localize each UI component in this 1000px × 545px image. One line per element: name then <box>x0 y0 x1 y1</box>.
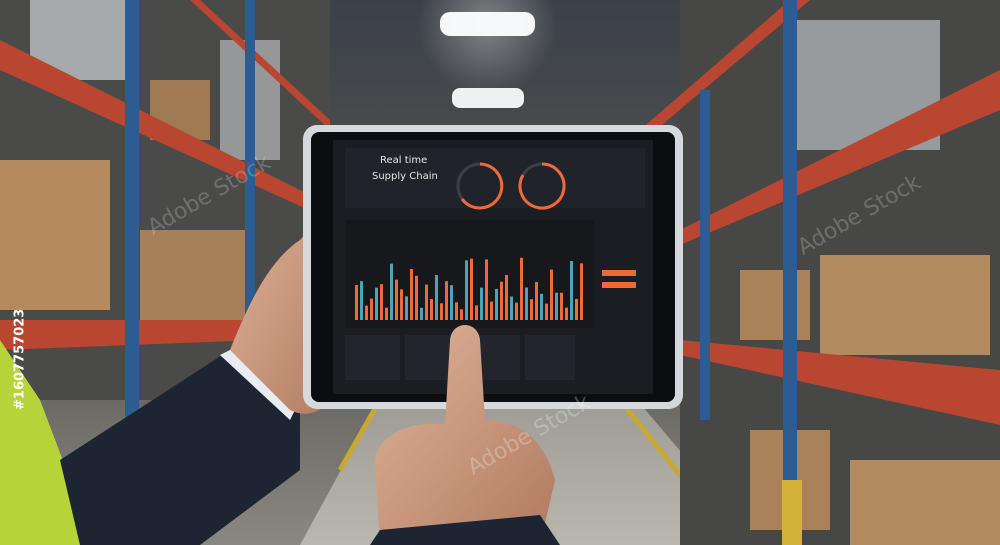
chart-bar-decor <box>500 281 503 320</box>
chart-bar-decor <box>395 279 398 320</box>
chart-bar-decor <box>355 285 358 320</box>
chart-bar-decor <box>520 257 523 320</box>
chart-bar-decor <box>545 303 548 320</box>
right-shelving <box>640 0 1000 545</box>
chart-bar-decor <box>565 307 568 320</box>
kpi-tile <box>525 335 575 380</box>
floor-line <box>337 398 383 472</box>
chart-bar-decor <box>495 288 498 320</box>
legend-swatch <box>602 270 636 276</box>
light-glow <box>417 0 557 94</box>
chart-bar-decor <box>485 259 488 320</box>
sleeve <box>370 515 560 545</box>
chart-bar-decor <box>535 281 538 320</box>
chart-bar-decor <box>530 299 533 320</box>
chart-bar-decor <box>525 287 528 320</box>
chart-bar-decor <box>470 258 473 320</box>
dashboard-title: Real time <box>380 155 427 166</box>
chart-bar-decor <box>460 309 463 320</box>
gauge-arc <box>460 162 504 210</box>
chart-bar-decor <box>435 275 438 320</box>
chart-bar-decor <box>575 298 578 320</box>
ceiling-light <box>452 88 524 108</box>
chart-bar-decor <box>510 296 513 320</box>
right-hand <box>375 325 555 545</box>
chart-bar-decor <box>365 305 368 320</box>
chart-bar-decor <box>385 307 388 320</box>
sleeve <box>60 350 300 545</box>
chart-bar-decor <box>550 269 553 320</box>
shirt-cuff <box>220 345 300 420</box>
chart-bar-decor <box>360 281 363 320</box>
chart-bar-decor <box>380 284 383 320</box>
chart-bar-decor <box>475 305 478 320</box>
chart-bar-decor <box>465 260 468 320</box>
chart-bar-decor <box>560 292 563 320</box>
chart-bar-decor <box>405 296 408 320</box>
chart-bar-decor <box>430 299 433 320</box>
chart-bar-decor <box>455 302 458 320</box>
chart-bar-decor <box>540 293 543 320</box>
chart-bar-decor <box>480 287 483 320</box>
dashboard-subtitle: Supply Chain <box>372 171 438 182</box>
screen-header-panel <box>345 148 645 208</box>
chart-decor <box>355 257 583 320</box>
chart-bar-decor <box>445 281 448 320</box>
kpi-tile <box>345 335 400 380</box>
chart-bar-decor <box>580 263 583 320</box>
gauge-arc <box>518 162 566 210</box>
chart-bar-decor <box>425 284 428 320</box>
chart-bar-decor <box>450 285 453 320</box>
chart-bar-decor <box>490 301 493 320</box>
chart-bar-decor <box>375 287 378 320</box>
chart-bar-decor <box>440 303 443 320</box>
chart-bar-decor <box>420 307 423 320</box>
chart-bar-decor <box>515 302 518 320</box>
left-shelving <box>0 0 330 420</box>
stock-id: #1607757023 <box>13 309 28 410</box>
legend-swatch <box>602 282 636 288</box>
chart-bar-decor <box>505 275 508 320</box>
chart-bar-decor <box>370 298 373 320</box>
chart-bar-decor <box>570 261 573 320</box>
chart-bar-decor <box>390 263 393 320</box>
chart-bar-decor <box>415 275 418 320</box>
chart-bar-decor <box>555 292 558 320</box>
chart-bar-decor <box>400 289 403 320</box>
chart-bar-decor <box>410 269 413 320</box>
